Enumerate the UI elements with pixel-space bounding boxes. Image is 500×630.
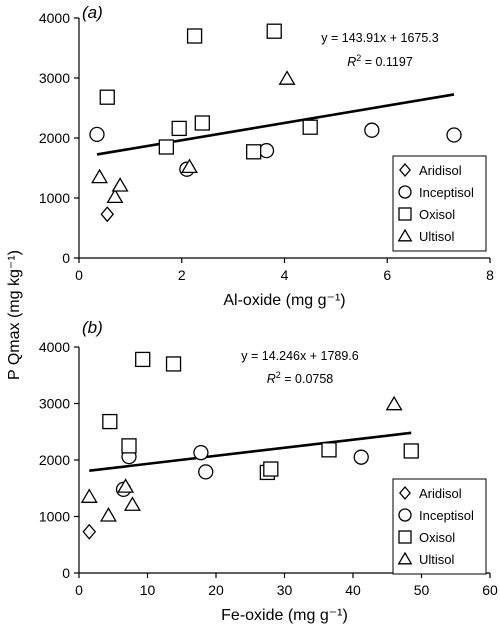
panel-a-y-tick-label: 4000: [39, 10, 70, 26]
panel-a-point-inceptisol: [364, 122, 380, 138]
panel-b-r-squared: R2 = 0.0758: [267, 370, 334, 386]
panel-b-y-tick-label: 2000: [39, 452, 70, 468]
panel-a-point-oxisol: [171, 120, 187, 137]
panel-b-point-oxisol: [135, 351, 151, 368]
panel-a-y-tick-label: 2000: [39, 130, 70, 146]
panel-a-point-aridisol: [100, 206, 115, 223]
panel-a-panel-label: (a): [82, 3, 103, 22]
panel-a-x-tick-label: 0: [75, 267, 83, 283]
panel-b-point-oxisol: [102, 413, 118, 430]
panel-b-trend-line: [89, 431, 412, 472]
panel-b-point-inceptisol: [198, 464, 214, 480]
panel-a-legend-label-aridisol: Aridisol: [419, 163, 462, 178]
panel-a-point-ultisol: [180, 158, 198, 174]
panel-a-y-tick-label: 0: [62, 250, 70, 266]
panel-a-x-tick-label: 8: [486, 267, 494, 283]
panel-a-y-tick-label: 1000: [39, 190, 70, 206]
panel-a-point-oxisol: [158, 139, 174, 155]
panel-a-point-ultisol: [91, 168, 109, 184]
panel-b-point-oxisol: [321, 442, 337, 458]
panel-a-equation: y = 143.91x + 1675.3: [321, 31, 439, 45]
panel-b-point-oxisol: [121, 438, 137, 454]
panel-a-point-inceptisol: [89, 126, 105, 143]
panel-a-legend-label-inceptisol: Inceptisol: [419, 185, 474, 200]
panel-a-legend-label-oxisol: Oxisol: [419, 207, 455, 222]
panel-a-point-inceptisol: [446, 127, 462, 143]
panel-b-point-ultisol: [80, 488, 98, 503]
panel-b-point-ultisol: [99, 507, 117, 522]
panel-b-panel-label: (b): [82, 318, 103, 337]
panel-a-trend-line: [96, 93, 455, 156]
panel-a-r-squared: R2 = 0.1197: [347, 53, 413, 69]
panel-a-point-oxisol: [266, 23, 282, 39]
panel-b-equation: y = 14.246x + 1789.6: [241, 349, 359, 363]
panel-a-point-oxisol: [246, 144, 262, 160]
panel-a-x-tick-label: 4: [281, 267, 289, 283]
panel-b-x-tick-label: 50: [414, 582, 430, 598]
panel-b-point-oxisol: [165, 356, 182, 372]
panel-b-legend-label-ultisol: Ultisol: [419, 552, 455, 567]
panel-a-y-tick-label: 3000: [39, 70, 70, 86]
panel-a-point-ultisol: [278, 70, 296, 85]
panel-b-point-oxisol: [263, 461, 279, 477]
panel-b-y-tick-label: 1000: [39, 509, 70, 525]
panel-a-legend-marker-aridisol: [399, 162, 411, 178]
panel-a-legend-marker-ultisol: [397, 228, 413, 242]
panel-b-legend-label-oxisol: Oxisol: [419, 530, 455, 545]
panel-b-y-tick-label: 0: [62, 565, 70, 581]
panel-b-chart: 0 1000 2000 3000 4000 0 10 20 30 40 50 60 Fe-oxide (…: [39, 318, 498, 624]
panel-b-point-ultisol: [117, 478, 135, 493]
panel-b-x-tick-label: 60: [482, 582, 498, 598]
panel-b-legend-marker-ultisol: [397, 551, 413, 565]
panel-a-legend-label-ultisol: Ultisol: [419, 229, 455, 244]
panel-b-legend-marker-aridisol: [399, 485, 411, 501]
panel-b-legend-marker-inceptisol: [398, 508, 412, 522]
panel-a-legend-marker-oxisol: [398, 207, 412, 221]
panel-a-point-inceptisol: [258, 142, 275, 159]
shared-y-axis-label: P Qmax (mg kg⁻¹): [6, 250, 23, 380]
panel-b-y-tick-label: 4000: [39, 339, 70, 355]
panel-b-x-tick-label: 40: [345, 582, 361, 598]
panel-b-legend-label-inceptisol: Inceptisol: [419, 508, 474, 523]
panel-a-point-oxisol: [186, 28, 203, 44]
panel-a-x-tick-label: 2: [178, 267, 186, 283]
panel-a-point-ultisol: [106, 188, 124, 204]
panel-b-x-tick-label: 30: [277, 582, 293, 598]
panel-b-legend-marker-oxisol: [398, 530, 412, 544]
panel-b-x-tick-label: 20: [208, 582, 224, 598]
panel-a-point-oxisol: [194, 115, 210, 131]
panel-a-point-oxisol: [302, 119, 318, 135]
panel-b-legend-label-aridisol: Aridisol: [419, 486, 462, 501]
panel-b-x-tick-label: 0: [75, 582, 83, 598]
panel-a-legend-marker-inceptisol: [398, 185, 412, 199]
panel-b-x-axis-label: Fe-oxide (mg g⁻¹): [221, 607, 348, 624]
panel-b-y-tick-label: 3000: [39, 396, 70, 412]
panel-a-chart: 0 1000 2000 3000 4000 0 2 4 6 8 Al-oxide (mg g⁻¹) (…: [39, 3, 494, 309]
panel-b-point-inceptisol: [193, 445, 209, 461]
panel-b-point-ultisol: [385, 395, 403, 411]
panel-b-x-tick-label: 10: [140, 582, 156, 598]
panel-a-point-ultisol: [111, 177, 129, 192]
panel-b-point-oxisol: [403, 443, 419, 459]
panel-b-point-aridisol: [82, 523, 97, 540]
panel-a-x-axis-label: Al-oxide (mg g⁻¹): [223, 292, 345, 309]
panel-a-x-tick-label: 6: [383, 267, 391, 283]
panel-b-point-inceptisol: [353, 449, 369, 465]
panel-a-point-oxisol: [99, 89, 115, 105]
panel-b-point-ultisol: [123, 496, 141, 511]
